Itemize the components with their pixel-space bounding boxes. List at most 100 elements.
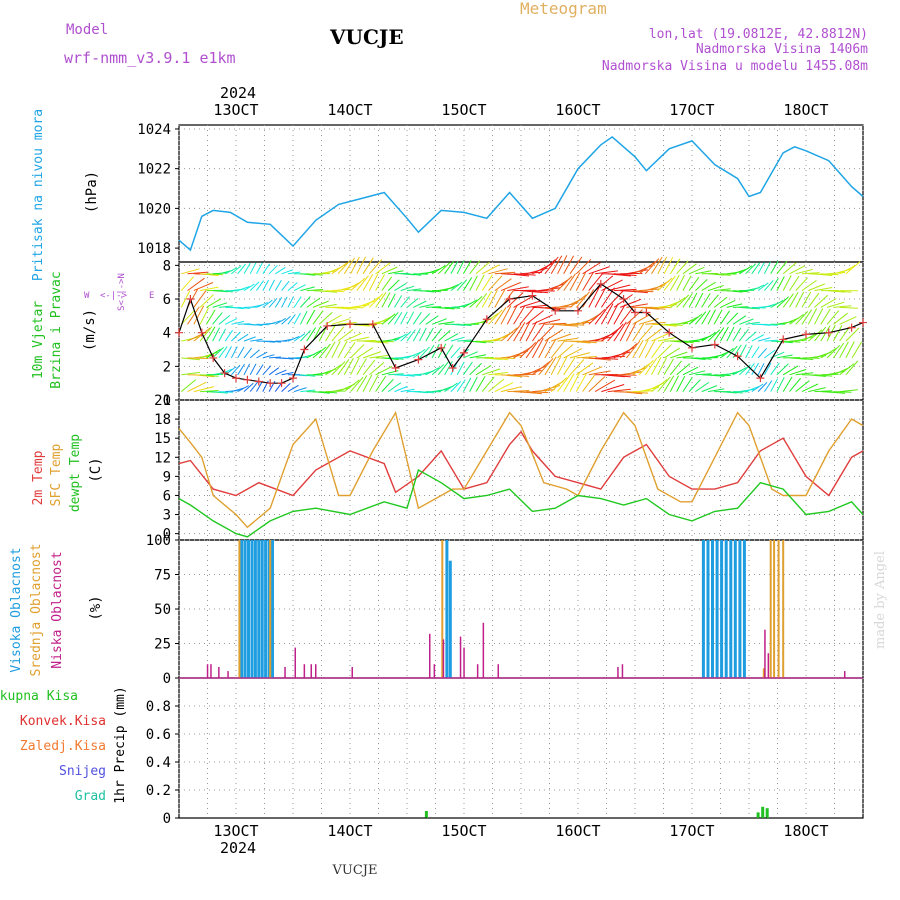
wind-arrow bbox=[450, 323, 466, 326]
wind-arrow bbox=[256, 323, 269, 326]
wind-arrow bbox=[814, 374, 833, 377]
wind-arrow bbox=[645, 306, 666, 310]
wind-arrow bbox=[701, 332, 716, 342]
wind-arrow bbox=[462, 277, 473, 291]
wind-arrow bbox=[563, 255, 575, 275]
bottom-tick-13OCT: 13OCT bbox=[213, 822, 258, 840]
wind-arrow bbox=[187, 271, 209, 275]
wind-arrow bbox=[826, 301, 845, 308]
wind-arrow bbox=[281, 315, 291, 325]
wind-arrow bbox=[544, 356, 557, 376]
wind-arrow bbox=[651, 341, 664, 359]
high-cloud-bar bbox=[738, 540, 742, 678]
high-cloud-bar bbox=[260, 540, 264, 678]
wind-arrow bbox=[337, 329, 354, 342]
wind-arrow bbox=[588, 266, 610, 275]
wind-arrow bbox=[500, 386, 522, 393]
wind-arrow bbox=[782, 293, 794, 308]
wind-arrow bbox=[456, 361, 465, 376]
wind-arrow bbox=[833, 391, 852, 393]
wind-speed-marker bbox=[437, 343, 446, 352]
wind-arrow bbox=[707, 309, 716, 325]
wind-arrow bbox=[695, 357, 712, 360]
wind-arrow bbox=[205, 326, 216, 342]
wind-arrow bbox=[256, 301, 268, 308]
wind-arrow bbox=[230, 346, 238, 359]
wind-speed-marker bbox=[323, 321, 332, 330]
wind-arrow bbox=[400, 388, 415, 393]
wind-arrow bbox=[688, 379, 701, 392]
wind-arrow bbox=[594, 331, 617, 342]
wind-arrow bbox=[494, 382, 514, 393]
top-tick-16OCT: 16OCT bbox=[555, 101, 600, 119]
wind-arrow bbox=[243, 336, 256, 342]
wind-arrow bbox=[362, 257, 374, 275]
wind-arrow bbox=[607, 290, 624, 308]
wind-arrow bbox=[588, 273, 604, 291]
wind-arrow bbox=[595, 270, 618, 275]
wind-arrow bbox=[469, 354, 487, 359]
wind-arrow bbox=[331, 262, 348, 275]
wind-arrow bbox=[764, 303, 778, 308]
mid-cloud-bar bbox=[441, 540, 444, 678]
wind-arrow bbox=[431, 364, 445, 376]
wind-arrow bbox=[763, 380, 773, 392]
wind-arrow bbox=[557, 337, 578, 342]
wind-arrow bbox=[669, 360, 682, 376]
wind-arrow bbox=[494, 271, 516, 275]
wind-arrow bbox=[344, 332, 362, 342]
wind-arrow bbox=[388, 373, 404, 376]
wind-arrow bbox=[494, 307, 507, 325]
wind-arrow bbox=[713, 309, 723, 325]
wind-arrow bbox=[657, 277, 673, 291]
bottom-tick-16OCT: 16OCT bbox=[555, 822, 600, 840]
wind-arrow bbox=[814, 308, 824, 325]
wind-arrow bbox=[644, 258, 660, 275]
wind-arrow bbox=[594, 305, 610, 325]
wind-arrow bbox=[732, 290, 749, 293]
wind-arrow bbox=[268, 279, 275, 291]
precip-label-conv: Konvek.Kisa bbox=[20, 714, 106, 729]
wind-arrow bbox=[400, 311, 408, 325]
wind-arrow bbox=[475, 261, 490, 275]
wind-arrow bbox=[237, 363, 245, 376]
cloud-ytick-50: 50 bbox=[154, 602, 171, 618]
wind-arrow bbox=[494, 289, 506, 308]
low-cloud-bar bbox=[315, 664, 317, 678]
wind-speed-marker bbox=[824, 328, 833, 337]
wind-arrow bbox=[632, 363, 651, 376]
wind-arrow bbox=[237, 263, 246, 275]
wind-arrow bbox=[845, 327, 860, 342]
top-tick-13OCT: 13OCT bbox=[213, 101, 258, 119]
wind-arrow bbox=[751, 346, 760, 359]
wind-arrow bbox=[726, 345, 738, 359]
wind-arrow bbox=[676, 260, 689, 275]
wind-arrow bbox=[532, 360, 551, 376]
wind-arrow bbox=[644, 357, 658, 376]
wind-arrow bbox=[287, 357, 301, 360]
wind-arrow bbox=[224, 267, 238, 275]
wind-arrow bbox=[707, 294, 719, 308]
wind-arrow bbox=[669, 375, 680, 392]
precip-ytick-0.6: 0.6 bbox=[146, 727, 171, 743]
wind-arrow bbox=[576, 340, 597, 344]
wind-arrow bbox=[550, 341, 565, 359]
wind-arrow bbox=[513, 373, 536, 376]
wind-arrow bbox=[782, 365, 799, 376]
station-title: VUCJE bbox=[329, 25, 404, 49]
bottom-tick-15OCT: 15OCT bbox=[441, 822, 486, 840]
wind-speed-marker bbox=[505, 295, 514, 304]
wind-arrow bbox=[751, 262, 761, 275]
wind-arrow bbox=[375, 292, 387, 308]
low-cloud-bar bbox=[463, 647, 465, 678]
wind-arrow bbox=[450, 261, 459, 275]
precip-bar bbox=[756, 812, 760, 818]
wind-arrow bbox=[481, 376, 495, 392]
low-cloud-bar bbox=[497, 664, 499, 678]
wind-arrow bbox=[488, 357, 509, 361]
wind-arrow bbox=[582, 366, 603, 376]
wind-unit: (m/s) bbox=[82, 309, 98, 351]
wind-arrow bbox=[343, 379, 360, 392]
wind-arrow bbox=[343, 342, 356, 359]
wind-arrow bbox=[281, 382, 291, 392]
